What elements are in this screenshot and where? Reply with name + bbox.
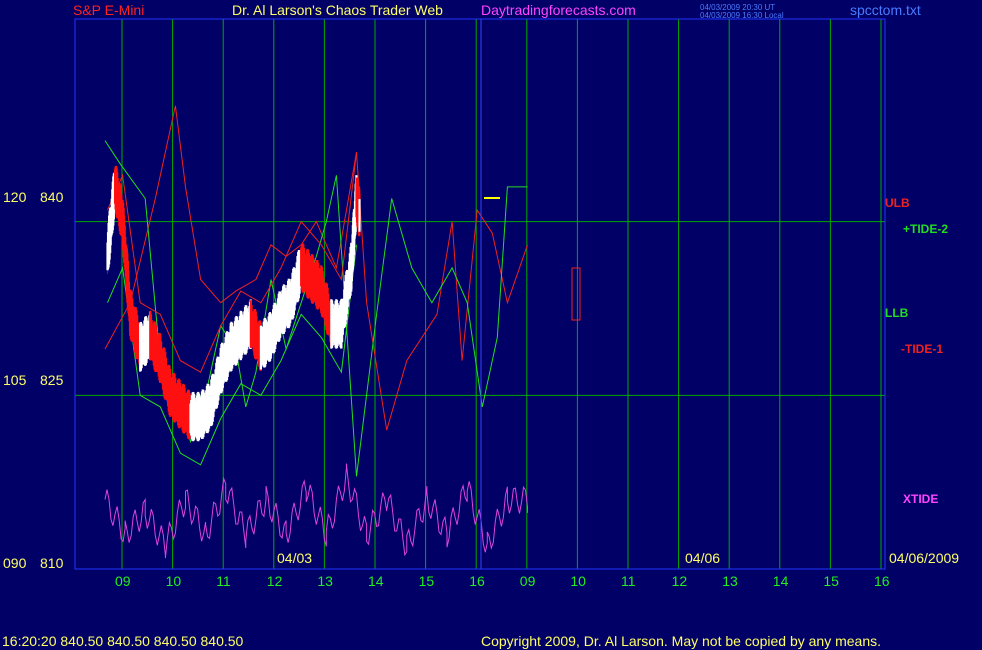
chart-title: Dr. Al Larson's Chaos Trader Web	[232, 2, 443, 18]
lower-band-line	[107, 244, 357, 466]
x-tick-8: 09	[519, 573, 536, 589]
last-quote: 16:20:20 840.50 840.50 840.50 840.50	[2, 633, 244, 649]
site-link[interactable]: Daytradingforecasts.com	[481, 2, 636, 18]
plot-frame	[74, 18, 886, 570]
label-tide-minus: -TIDE-1	[901, 342, 943, 356]
x-tick-7: 16	[469, 573, 485, 589]
x-tick-14: 15	[823, 573, 839, 589]
x-tick-9: 10	[570, 573, 586, 589]
stamp-local: 04/03/2009 16:30 Local	[700, 11, 784, 20]
tide-box-marker	[571, 267, 581, 321]
x-tick-5: 14	[368, 573, 384, 589]
upper-band-line	[107, 152, 357, 373]
chart-series	[104, 105, 528, 559]
label-ulb: ULB	[885, 196, 910, 210]
date-label-1: 04/03	[277, 550, 313, 566]
x-tick-13: 14	[772, 573, 789, 589]
y-tick-right-840: 840	[40, 189, 64, 205]
file-name: spcctom.txt	[850, 2, 921, 18]
x-tick-10: 11	[621, 573, 636, 589]
stamp-utc: 04/03/2009 20:30 UT	[700, 3, 776, 12]
y-tick-left-120: 120	[3, 189, 27, 205]
y-tick-right-825: 825	[40, 372, 64, 388]
xtide-line	[104, 463, 528, 559]
x-tick-1: 10	[165, 573, 182, 589]
label-llb: LLB	[885, 306, 909, 320]
x-tick-6: 15	[418, 573, 435, 589]
x-tick-15: 16	[874, 573, 890, 589]
x-tick-0: 09	[115, 573, 131, 589]
label-tide-plus: +TIDE-2	[903, 222, 949, 236]
y-tick-left-090: 090	[3, 555, 27, 571]
price-bars	[106, 165, 581, 442]
chart-grid	[75, 19, 885, 569]
y-tick-left-105: 105	[3, 372, 27, 388]
ulb-line	[104, 105, 528, 431]
date-label-2: 04/06	[685, 550, 721, 566]
copyright: Copyright 2009, Dr. Al Larson. May not b…	[481, 633, 882, 649]
x-tick-2: 11	[216, 573, 231, 589]
x-tick-3: 12	[266, 573, 283, 589]
x-tick-4: 13	[317, 573, 333, 589]
y-tick-right-810: 810	[40, 555, 64, 571]
label-xtide: XTIDE	[903, 492, 939, 506]
date-label-full: 04/06/2009	[889, 550, 960, 566]
x-tick-11: 12	[671, 573, 688, 589]
symbol-title: S&P E-Mini	[73, 2, 145, 18]
x-tick-12: 13	[722, 573, 738, 589]
